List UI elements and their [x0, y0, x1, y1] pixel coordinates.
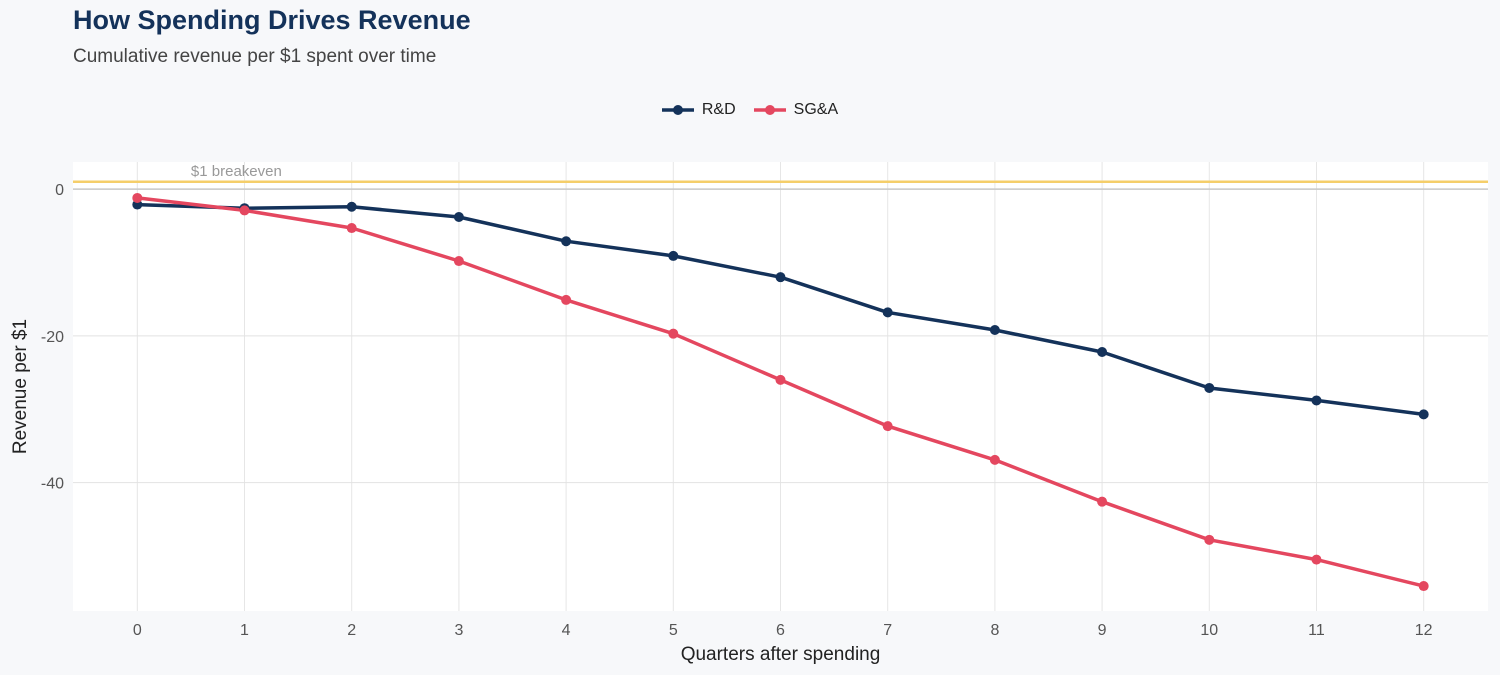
- legend-label-sga: SG&A: [793, 101, 839, 118]
- legend-key-dot-sga: [764, 105, 775, 115]
- legend-key-dot-rd: [672, 105, 683, 115]
- data-point-0-9: [1097, 347, 1108, 358]
- data-point-1-8: [989, 454, 1000, 465]
- legend-label-rd: R&D: [701, 101, 736, 118]
- x-tick-label: 6: [776, 622, 785, 639]
- x-tick-label: 7: [883, 622, 892, 639]
- chart-title: How Spending Drives Revenue: [73, 5, 471, 35]
- data-point-1-2: [346, 223, 357, 234]
- x-tick-label: 0: [133, 622, 142, 639]
- x-tick-label: 2: [347, 622, 356, 639]
- x-tick-label: 9: [1098, 622, 1107, 639]
- data-point-0-12: [1418, 409, 1429, 420]
- legend-item-sga: SG&A: [753, 98, 839, 122]
- data-point-1-10: [1204, 534, 1215, 545]
- data-point-1-4: [561, 294, 572, 305]
- data-point-0-2: [346, 201, 357, 212]
- legend-item-rd: R&D: [661, 98, 736, 122]
- legend: R&D SG&A: [0, 98, 1500, 122]
- x-tick-label: 12: [1415, 622, 1433, 639]
- data-point-1-7: [882, 421, 893, 432]
- x-tick-label: 11: [1308, 622, 1325, 639]
- y-tick-label: 0: [55, 182, 64, 199]
- data-point-0-10: [1204, 382, 1215, 393]
- y-axis-title: Revenue per $1: [10, 319, 31, 454]
- data-point-1-3: [453, 256, 464, 267]
- data-point-1-6: [775, 374, 786, 385]
- data-point-0-8: [989, 325, 1000, 336]
- data-point-0-6: [775, 272, 786, 283]
- x-axis-title: Quarters after spending: [681, 644, 881, 665]
- data-point-0-3: [453, 212, 464, 223]
- x-tick-label: 5: [669, 622, 678, 639]
- data-point-1-11: [1311, 554, 1322, 565]
- legend-key-sga: [753, 105, 786, 115]
- data-point-1-12: [1418, 581, 1429, 592]
- legend-key-rd: [661, 105, 694, 115]
- y-tick-label: -20: [41, 329, 64, 346]
- data-point-0-5: [668, 250, 679, 261]
- data-point-1-0: [132, 192, 143, 203]
- x-tick-label: 4: [562, 622, 571, 639]
- data-point-1-9: [1097, 496, 1108, 507]
- data-point-1-5: [668, 328, 679, 339]
- y-tick-label: -40: [41, 476, 64, 493]
- data-point-0-4: [561, 236, 572, 247]
- x-tick-label: 1: [240, 622, 249, 639]
- x-tick-label: 10: [1200, 622, 1218, 639]
- x-tick-label: 3: [454, 622, 463, 639]
- data-point-1-1: [239, 205, 250, 216]
- chart-subtitle: Cumulative revenue per $1 spent over tim…: [73, 46, 437, 67]
- x-tick-label: 8: [990, 622, 999, 639]
- data-point-0-7: [882, 307, 893, 318]
- data-point-0-11: [1311, 395, 1322, 406]
- breakeven-label: $1 breakeven: [191, 163, 282, 180]
